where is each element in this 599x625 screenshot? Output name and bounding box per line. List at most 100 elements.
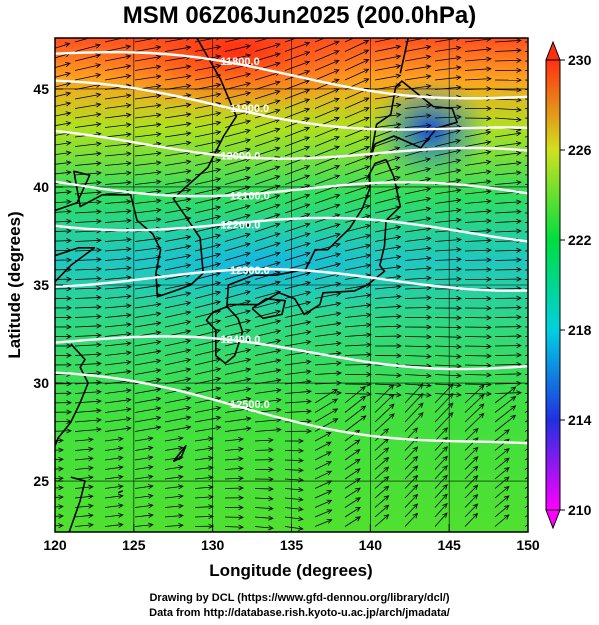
wind-vector [164,104,191,109]
wind-vector-head [412,465,419,471]
wind-vector-head [96,247,102,253]
wind-vector [434,503,448,518]
wind-vector-head [177,455,184,461]
wind-vector-head [354,449,361,455]
wind-vector-head [516,295,522,301]
wind-vector [254,449,274,451]
wind-vector-head [486,362,492,369]
wind-vector [284,38,298,43]
wind-vector-head [456,237,462,243]
colorbar-tick-label: 222 [568,232,592,248]
wind-vector-head [215,130,222,136]
wind-vector-head [298,506,304,512]
wind-vector-head [304,165,311,170]
wind-vector [494,505,510,518]
wind-vector-head [208,494,214,500]
wind-vector [344,274,371,280]
wind-vector [194,140,221,147]
wind-vector-head [126,151,132,157]
wind-vector-head [335,242,341,248]
coastline [251,297,287,320]
wind-vector [194,263,221,271]
wind-vector [464,465,479,480]
wind-vector [374,428,389,442]
wind-vector-head [268,447,274,453]
wind-vector [494,117,521,121]
wind-vector-head [125,388,132,394]
colorbar-tick-label: 230 [568,52,592,68]
wind-vector-head [503,495,510,501]
wind-vector [314,451,332,461]
wind-vector [374,38,397,43]
wind-vector-head [298,457,304,464]
wind-vector-head [426,113,432,119]
wind-vector [344,334,371,337]
wind-vector [494,249,521,252]
wind-vector [104,143,131,147]
wind-vector-head [383,456,390,463]
wind-vector [314,480,332,489]
wind-vector-head [185,74,192,80]
wind-vector-head [126,303,132,309]
wind-vector [74,524,93,527]
wind-vector [344,506,361,518]
wind-vector-head [485,179,492,185]
wind-vector [254,389,281,394]
wind-vector-head [178,513,184,519]
wind-vector-head [66,276,72,282]
wind-vector-head [238,456,244,462]
wind-vector-head [147,436,154,442]
wind-vector-head [486,296,492,302]
wind-vector-head [304,79,311,85]
wind-vector-head [426,314,432,320]
wind-vector-head [245,53,252,59]
wind-vector [404,456,418,470]
wind-vector [134,123,161,128]
wind-vector [224,224,251,233]
wind-vector [134,504,153,508]
wind-vector-head [125,122,132,128]
wind-vector [464,239,491,242]
wind-vector-head [208,484,214,490]
wind-vector [74,84,101,90]
wind-vector [164,359,191,366]
wind-vector [224,158,251,166]
wind-vector-head [215,386,222,392]
wind-vector [464,503,478,518]
wind-vector [494,211,521,214]
wind-vector [55,259,72,261]
wind-vector [134,256,161,261]
wind-vector [494,429,510,442]
wind-vector-head [395,264,402,270]
wind-vector-head [274,232,281,238]
wind-vector-head [66,400,72,406]
wind-vector [284,242,310,252]
wind-vector [314,398,338,413]
wind-vector-head [366,342,372,348]
wind-vector-head [117,446,124,452]
wind-vector-head [304,174,311,180]
wind-vector-head [297,516,304,522]
wind-vector [374,295,401,299]
wind-vector [164,264,191,271]
wind-vector-head [96,361,102,367]
wind-vector-head [304,222,311,228]
wind-vector-head [215,44,222,50]
wind-vector-head [335,262,342,268]
wind-vector [134,294,161,299]
wind-vector-head [96,332,102,338]
wind-vector [314,263,341,271]
wind-vector-head [516,305,522,311]
wind-vector [494,415,516,432]
wind-vector [374,383,401,386]
wind-vector-head [516,77,522,83]
wind-vector [284,127,310,138]
wind-vector [254,488,274,490]
wind-vector-head [88,503,94,509]
wind-vector-head [126,208,132,214]
wind-vector [344,146,370,157]
wind-vector [104,38,125,43]
wind-vector-head [486,115,492,121]
wind-vector [194,282,221,290]
wind-vector [74,334,101,337]
